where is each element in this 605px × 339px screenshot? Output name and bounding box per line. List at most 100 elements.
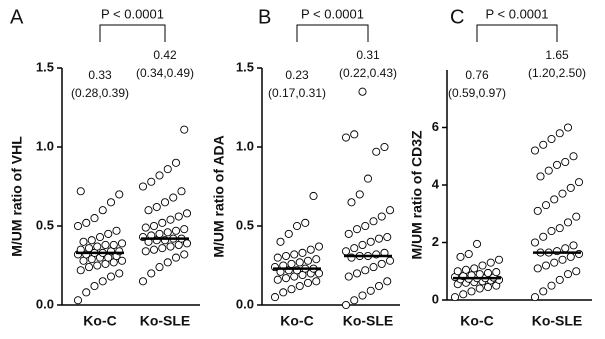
data-point [377,212,386,221]
x-tick-label: Ko-SLE [140,313,191,329]
data-point [352,225,362,234]
data-point [355,190,364,199]
data-point [117,239,127,248]
data-point [533,206,542,215]
x-tick-label: Ko-SLE [343,313,394,329]
data-point [98,206,107,215]
data-point [295,258,304,267]
data-point [541,261,551,270]
data-point [383,233,392,242]
data-point [385,256,395,265]
data-point [149,221,159,231]
data-point [292,221,302,231]
data-point [372,147,381,156]
data-point [344,229,353,238]
data-point [344,272,353,281]
data-point [171,253,181,262]
bracket [99,24,166,42]
data-point [467,287,476,296]
data-point [306,245,315,254]
bracket [296,24,369,42]
data-point [470,264,479,273]
data-point [563,123,573,132]
data-point [138,182,148,191]
data-point [171,226,181,235]
data-point [79,237,88,246]
data-point [453,267,462,276]
data-point [90,214,99,223]
data-point [483,283,493,292]
data-point [483,268,493,278]
iqr-label: (0.59,0.97) [448,86,506,100]
data-point [276,237,285,246]
data-point [314,242,324,251]
data-point [350,296,359,305]
y-tick-label: 6 [432,119,439,134]
data-point [273,275,282,284]
data-point [566,252,575,261]
data-point [177,187,186,196]
data-point [486,258,495,267]
data-point [90,281,99,291]
data-point [76,187,85,196]
data-point [160,198,170,207]
data-point [547,281,556,290]
data-point [350,130,359,139]
data-point [475,284,484,293]
y-tick-label: 0.5 [36,217,54,232]
data-point [295,281,304,291]
data-point [563,270,573,279]
data-point [109,240,118,250]
data-point [555,275,564,284]
data-point [270,293,280,302]
data-point [287,285,296,294]
x-tick-label: Ko-C [280,313,313,329]
iqr-label: (0.17,0.31) [268,86,326,100]
data-point [369,217,378,226]
data-point [155,171,164,180]
data-point [385,206,395,215]
data-point [76,266,85,275]
data-point [561,244,570,253]
data-point [569,241,578,250]
data-point [117,256,127,265]
data-point [104,229,113,238]
data-point [377,259,386,268]
data-point [312,277,321,286]
data-point [112,226,121,235]
data-point [366,286,375,295]
data-point [459,290,468,299]
data-point [472,239,482,248]
data-point [374,281,384,291]
data-point [312,255,321,264]
data-point [147,269,156,278]
data-point [555,129,564,138]
y-tick-label: 0 [432,291,439,306]
data-point [106,198,116,207]
median-label: 0.76 [465,68,489,82]
data-point [166,242,175,251]
data-point [84,263,94,272]
data-point [174,212,183,221]
data-point [152,202,161,212]
iqr-label: (0.28,0.39) [71,86,129,100]
data-point [369,263,378,272]
data-point [358,291,367,300]
data-point [115,269,124,278]
data-point [303,278,313,287]
median-label: 1.65 [545,48,569,62]
data-point [180,250,189,259]
p-value: P < 0.0001 [485,6,548,21]
data-point [552,160,562,169]
data-point [287,259,296,268]
data-point [149,245,159,254]
data-point [558,255,567,264]
data-point [93,261,102,270]
y-tick-label: 1.0 [236,138,254,153]
data-point [572,212,581,221]
data-point [147,177,156,186]
data-point [547,226,556,236]
data-point [464,249,473,259]
data-point [380,142,389,152]
median-label: 0.23 [285,68,309,82]
